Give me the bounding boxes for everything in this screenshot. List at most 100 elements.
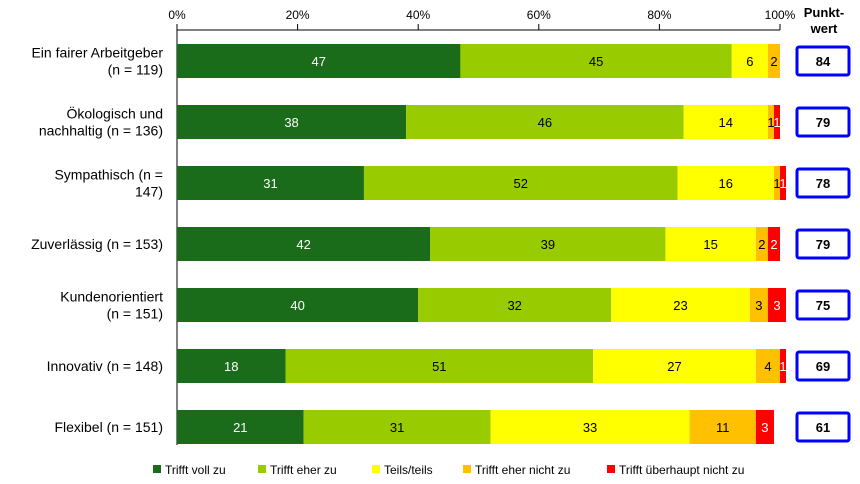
score-value: 61 — [816, 420, 830, 435]
bar-segment — [665, 227, 756, 261]
score-value: 69 — [816, 359, 830, 374]
bar-value-label: 23 — [673, 298, 687, 313]
category-label: Ökologisch und — [66, 105, 163, 122]
score-box — [795, 45, 851, 77]
bar-segment — [767, 288, 787, 322]
bar-value-label: 16 — [718, 176, 732, 191]
category-label: Flexibel (n = 151) — [54, 419, 163, 435]
bar-segment — [177, 227, 431, 261]
bar-value-label: 27 — [667, 359, 681, 374]
bar-segment — [767, 227, 780, 261]
bar-value-label: 52 — [513, 176, 527, 191]
bar-value-label: 31 — [263, 176, 277, 191]
score-header: wert — [810, 21, 838, 36]
bar-value-label: 15 — [703, 237, 717, 252]
bar-value-label: 2 — [770, 54, 777, 69]
category-label: Zuverlässig (n = 153) — [31, 236, 163, 252]
bar-segment — [406, 105, 684, 139]
x-tick-label: 80% — [647, 8, 671, 22]
bar-value-label: 3 — [761, 420, 768, 435]
category-label: Innovativ (n = 148) — [47, 358, 163, 374]
legend-swatch — [372, 465, 380, 473]
bar-segment — [177, 349, 286, 383]
score-box — [795, 289, 851, 321]
category-label: Ein fairer Arbeitgeber — [31, 45, 163, 61]
bar-segment — [683, 105, 768, 139]
bar-value-label: 4 — [764, 359, 771, 374]
score-box — [795, 228, 851, 260]
bar-segment — [177, 410, 304, 444]
score-value: 79 — [816, 115, 830, 130]
legend-label: Trifft eher nicht zu — [475, 463, 570, 477]
legend-swatch — [258, 465, 266, 473]
bar-value-label: 3 — [773, 298, 780, 313]
bar-value-label: 14 — [718, 115, 732, 130]
bar-segment — [677, 166, 774, 200]
score-header: Punkt- — [804, 5, 844, 20]
bar-value-label: 18 — [224, 359, 238, 374]
bar-segment — [780, 166, 787, 200]
legend-label: Trifft eher zu — [270, 463, 337, 477]
bar-segment — [363, 166, 678, 200]
bar-value-label: 11 — [716, 420, 730, 435]
category-label: (n = 119) — [108, 62, 163, 78]
bar-value-label: 1 — [767, 115, 774, 130]
category-label: (n = 151) — [107, 306, 163, 322]
bar-value-label: 2 — [758, 237, 765, 252]
bar-value-label: 2 — [770, 237, 777, 252]
category-label: Sympathisch (n = — [54, 167, 163, 183]
score-box — [795, 167, 851, 199]
bar-value-label: 40 — [290, 298, 304, 313]
x-tick-label: 20% — [286, 8, 310, 22]
bar-segment — [780, 349, 787, 383]
bar-segment — [731, 44, 768, 78]
bar-segment — [177, 105, 407, 139]
bar-value-label: 31 — [390, 420, 404, 435]
score-value: 78 — [816, 176, 830, 191]
bar-value-label: 1 — [773, 176, 780, 191]
bar-segment — [285, 349, 594, 383]
score-box — [795, 106, 851, 138]
bar-segment — [767, 44, 780, 78]
bar-segment — [177, 166, 364, 200]
bar-segment — [755, 410, 774, 444]
bar-segment — [177, 288, 419, 322]
bar-segment — [767, 105, 774, 139]
legend-swatch — [607, 465, 615, 473]
bar-value-label: 47 — [311, 54, 325, 69]
bar-value-label: 42 — [296, 237, 310, 252]
bar-segment — [773, 105, 780, 139]
bar-segment — [773, 166, 780, 200]
bar-segment — [593, 349, 756, 383]
bar-value-label: 6 — [746, 54, 753, 69]
category-label: Kundenorientiert — [60, 289, 163, 305]
bar-value-label: 1 — [773, 115, 780, 130]
bar-value-label: 1 — [779, 176, 786, 191]
legend: Trifft voll zu Trifft eher zu Teils/teils T… — [153, 463, 744, 477]
legend-label: Trifft voll zu — [165, 463, 226, 477]
bar-value-label: 21 — [233, 420, 247, 435]
score-value: 84 — [816, 54, 831, 69]
bar-value-label: 39 — [541, 237, 555, 252]
bar-segment — [460, 44, 732, 78]
score-column: 84 79 78 79 75 69 61 Punkt-wert — [795, 5, 851, 443]
bar-value-label: 33 — [583, 420, 597, 435]
bar-segment — [418, 288, 612, 322]
category-label: nachhaltig (n = 136) — [39, 123, 163, 139]
bar-value-label: 45 — [589, 54, 603, 69]
bar-segment — [689, 410, 756, 444]
score-box — [795, 411, 851, 443]
score-value: 75 — [816, 298, 830, 313]
legend-swatch — [153, 465, 161, 473]
bar-segment — [755, 227, 768, 261]
bar-value-label: 38 — [284, 115, 298, 130]
bar-value-label: 46 — [538, 115, 552, 130]
category-labels: Ein fairer Arbeitgeber(n = 119) Ökologisc… — [31, 45, 163, 436]
x-tick-label: 100% — [765, 8, 796, 22]
bar-value-label: 51 — [432, 359, 446, 374]
category-label: 147) — [135, 184, 163, 200]
x-tick-label: 40% — [406, 8, 430, 22]
bar-segment — [430, 227, 666, 261]
